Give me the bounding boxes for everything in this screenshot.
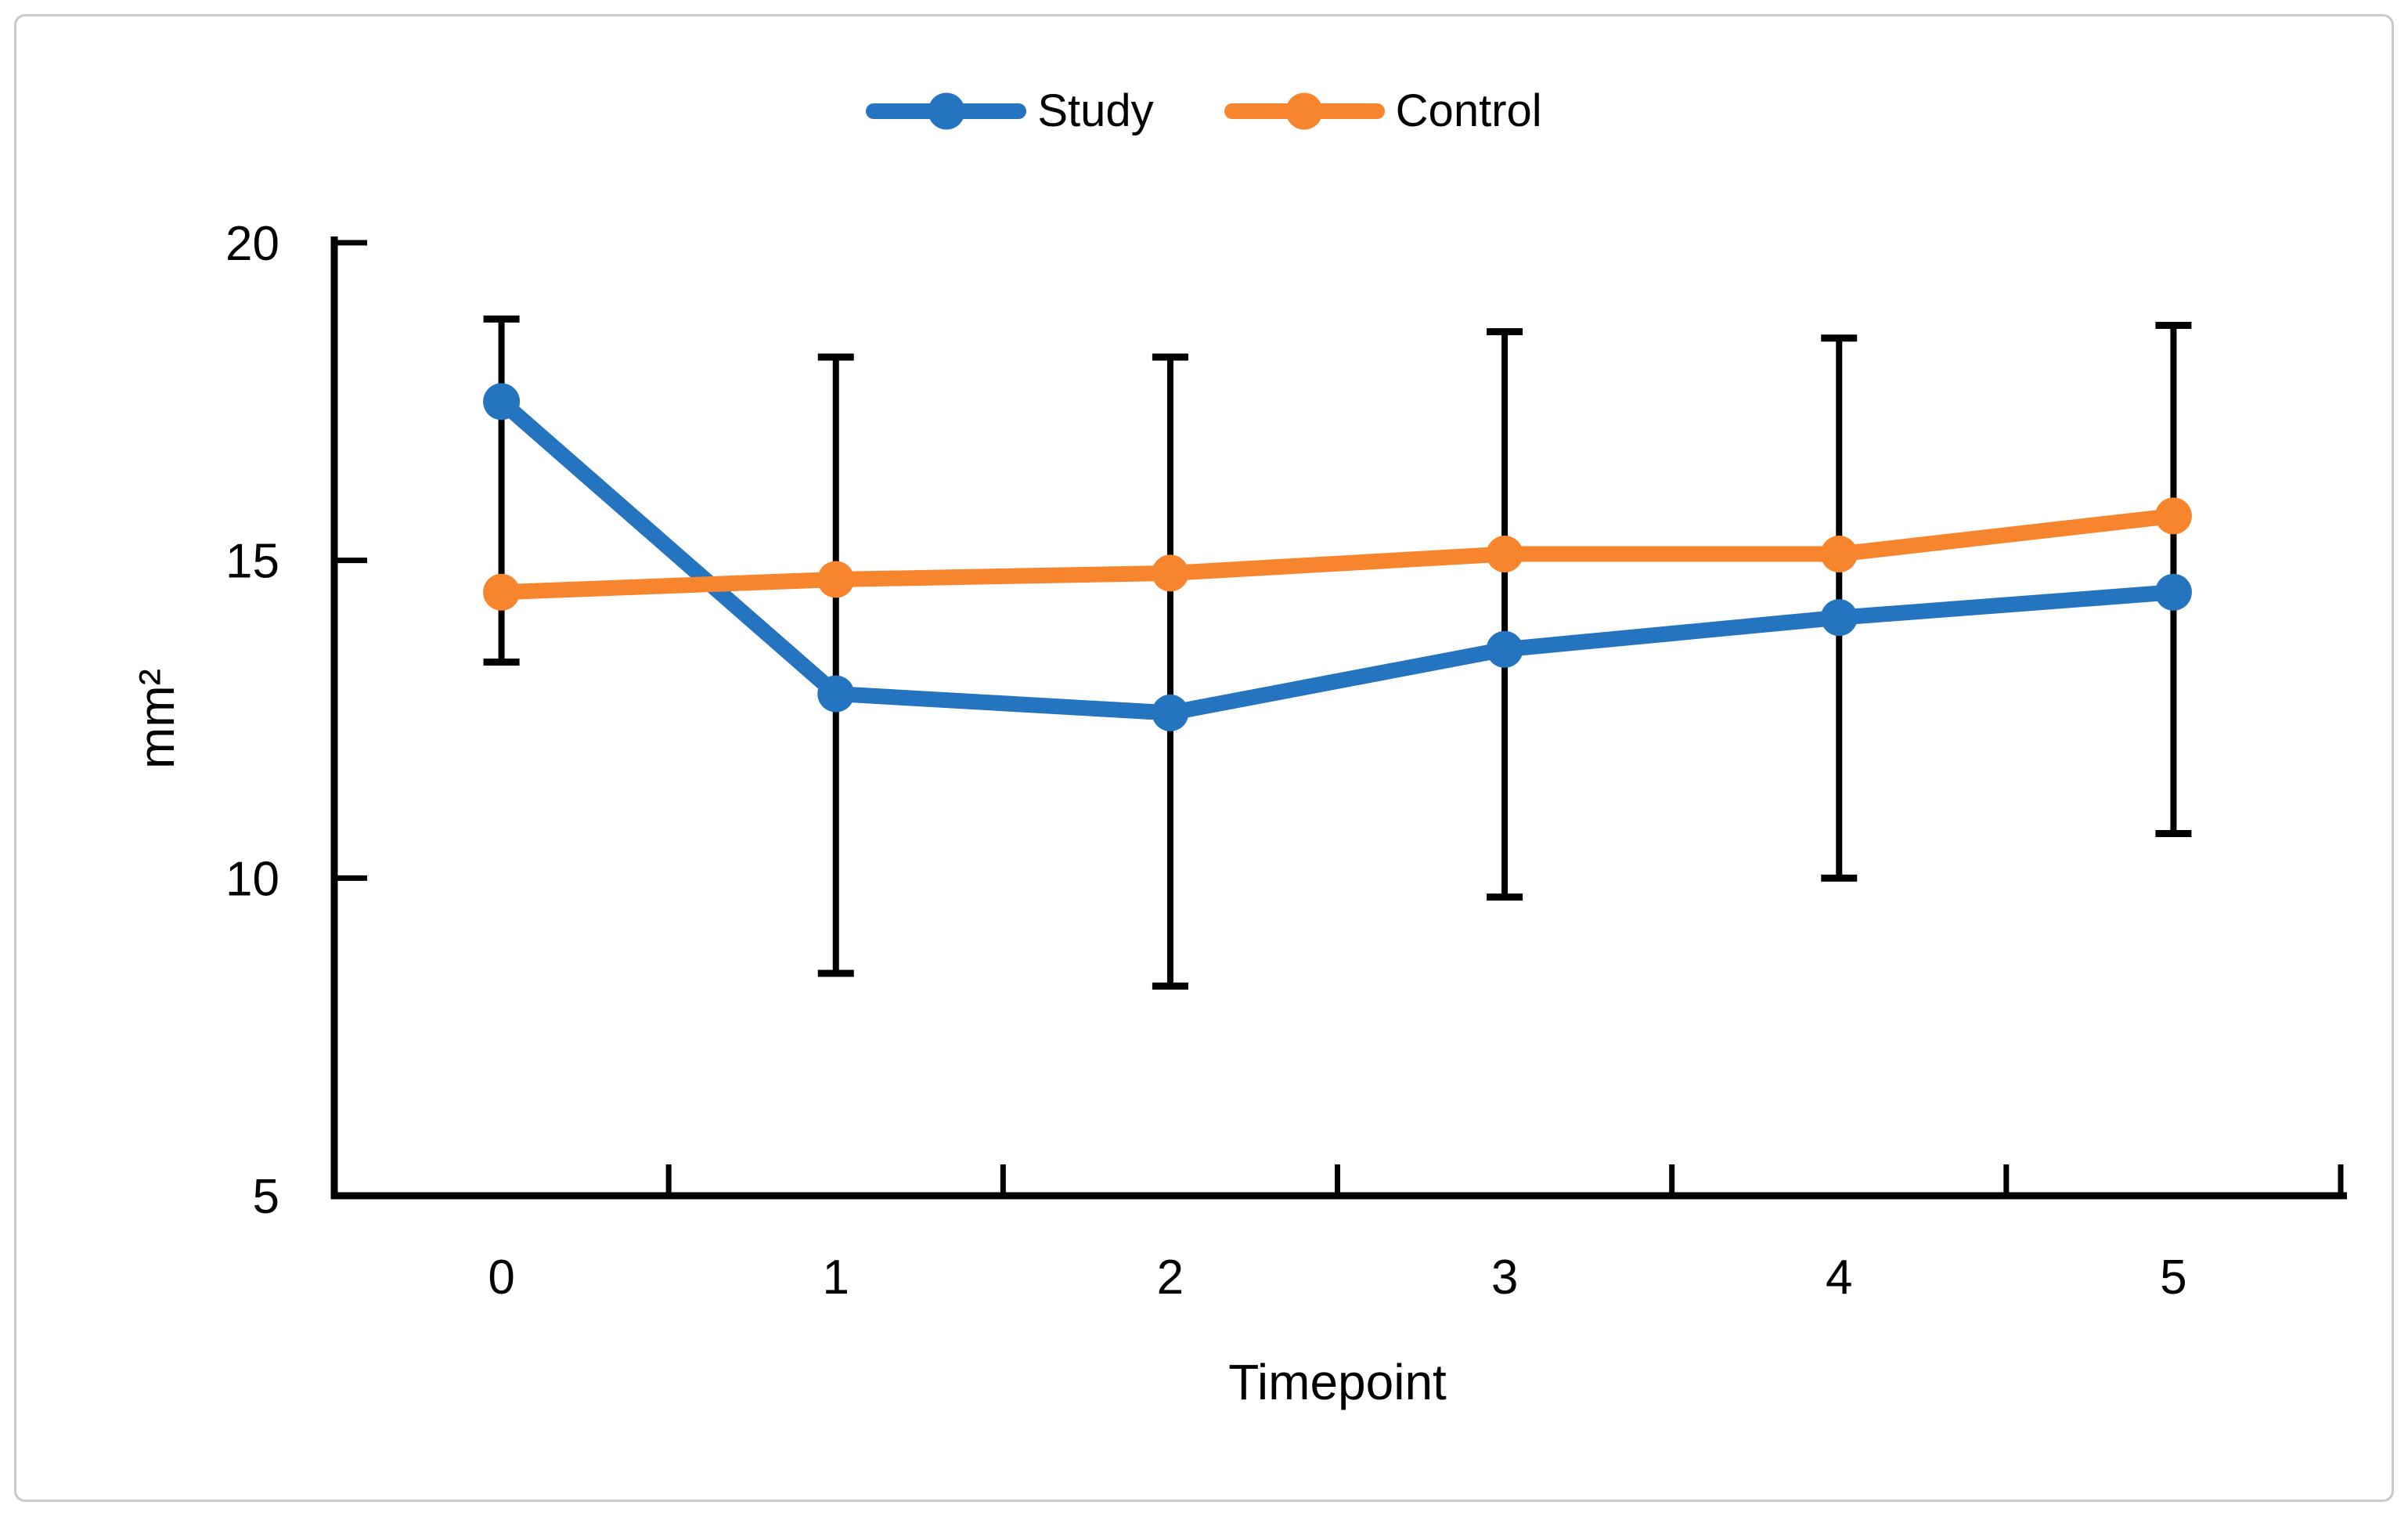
x-tick-label: 5 xyxy=(2160,1251,2186,1305)
control-marker xyxy=(817,561,855,598)
control-marker xyxy=(2154,497,2192,535)
control-marker xyxy=(1152,554,1189,592)
y-tick-label: 20 xyxy=(225,217,279,271)
x-tick-label: 2 xyxy=(1157,1251,1184,1305)
control-line xyxy=(493,507,2182,601)
study-marker xyxy=(817,675,855,713)
y-tick-label: 15 xyxy=(225,535,279,589)
study-marker xyxy=(1152,694,1189,731)
y-tick-label: 10 xyxy=(225,852,279,906)
study-marker xyxy=(1486,630,1523,668)
study-marker xyxy=(1820,599,1858,637)
legend-dot-study-icon xyxy=(928,92,965,129)
control-marker xyxy=(1820,536,1858,573)
legend: Study Control xyxy=(0,85,2408,137)
x-tick-label: 0 xyxy=(488,1251,514,1305)
study-marker xyxy=(483,383,521,421)
control-marker xyxy=(483,573,521,611)
legend-dot-control-icon xyxy=(1285,92,1323,129)
control-marker xyxy=(1486,536,1523,573)
legend-label-control: Control xyxy=(1395,85,1542,136)
legend-label-study: Study xyxy=(1037,85,1154,136)
x-tick-label: 1 xyxy=(823,1251,849,1305)
y-axis-title: mm² xyxy=(128,669,185,769)
legend-item-study: Study xyxy=(866,85,1154,137)
legend-swatch-control-icon xyxy=(1224,92,1385,129)
legend-item-control: Control xyxy=(1224,85,1542,137)
study-marker xyxy=(2154,573,2192,611)
x-axis-title: Timepoint xyxy=(1228,1354,1447,1410)
study-line xyxy=(493,393,2182,721)
legend-swatch-study-icon xyxy=(866,92,1027,129)
x-tick-label: 3 xyxy=(1491,1251,1518,1305)
y-tick-label: 5 xyxy=(253,1170,279,1224)
x-tick-label: 4 xyxy=(1826,1251,1852,1305)
